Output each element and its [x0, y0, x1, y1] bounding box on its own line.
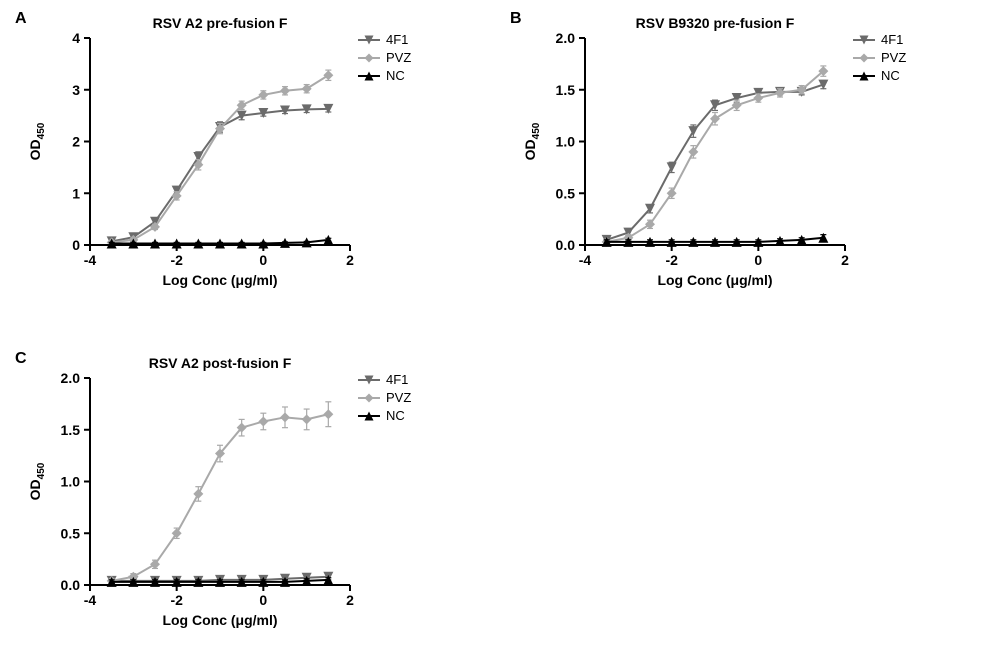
legend-label: NC — [881, 68, 900, 83]
chart-C: -4 -2 0 2 0.0 0.5 1.0 1.5 2.0 RSV A2 post-fusion … — [15, 350, 445, 635]
marker — [323, 70, 333, 80]
marker — [688, 126, 698, 136]
legend-item-4F1: 4F1 — [358, 32, 408, 47]
legend-label: NC — [386, 68, 405, 83]
legend-label: 4F1 — [881, 32, 903, 47]
legend: 4F1 PVZ NC — [853, 32, 906, 83]
marker — [818, 80, 828, 90]
marker — [280, 412, 290, 422]
panel-B: B -4 -2 0 2 0.0 0.5 1.0 1.5 2.0 RSV B9320 pre-fusi… — [510, 10, 940, 295]
panel-label: C — [15, 350, 27, 368]
x-tick-label: 0 — [259, 592, 267, 608]
series-line-PVZ — [112, 414, 329, 581]
marker — [860, 54, 869, 63]
panel-C: C -4 -2 0 2 0.0 0.5 1.0 1.5 2.0 RSV A2 post-fusion… — [15, 350, 445, 635]
chart-title: RSV A2 pre-fusion F — [153, 15, 288, 31]
marker — [280, 86, 290, 96]
legend-label: PVZ — [386, 50, 411, 65]
y-tick-label: 0.5 — [556, 185, 576, 201]
legend-item-PVZ: PVZ — [358, 50, 411, 65]
legend-label: NC — [386, 408, 405, 423]
marker — [302, 414, 312, 424]
marker — [710, 114, 720, 124]
legend-item-NC: NC — [853, 68, 900, 83]
y-tick-label: 2 — [72, 134, 80, 150]
x-tick-label: -2 — [170, 592, 183, 608]
x-tick-label: -2 — [665, 252, 678, 268]
svg-text:OD450: OD450 — [522, 122, 542, 160]
marker — [258, 416, 268, 426]
y-label: OD450 — [27, 122, 47, 160]
y-tick-label: 2.0 — [556, 30, 576, 46]
legend-item-NC: NC — [358, 68, 405, 83]
y-label: OD450 — [522, 122, 542, 160]
x-label: Log Conc (μg/ml) — [162, 612, 277, 628]
chart-title: RSV B9320 pre-fusion F — [636, 15, 795, 31]
y-tick-label: 2.0 — [61, 370, 81, 386]
marker — [732, 100, 742, 110]
y-tick-label: 0.5 — [61, 525, 81, 541]
legend-label: PVZ — [881, 50, 906, 65]
x-label: Log Conc (μg/ml) — [162, 272, 277, 288]
y-tick-label: 4 — [72, 30, 80, 46]
y-tick-label: 0.0 — [61, 577, 81, 593]
panel-label: A — [15, 10, 27, 28]
legend-item-PVZ: PVZ — [358, 390, 411, 405]
x-tick-label: 2 — [841, 252, 849, 268]
chart-B: -4 -2 0 2 0.0 0.5 1.0 1.5 2.0 RSV B9320 pre-fusio… — [510, 10, 940, 295]
marker — [193, 489, 203, 499]
y-label: OD450 — [27, 462, 47, 500]
y-tick-label: 1.0 — [556, 134, 576, 150]
svg-text:OD450: OD450 — [27, 462, 47, 500]
x-tick-label: 0 — [259, 252, 267, 268]
legend-label: 4F1 — [386, 32, 408, 47]
legend: 4F1 PVZ NC — [358, 372, 411, 423]
y-tick-label: 3 — [72, 82, 80, 98]
series-line-PVZ — [607, 71, 824, 242]
x-tick-label: 0 — [754, 252, 762, 268]
marker — [302, 84, 312, 94]
marker — [688, 147, 698, 157]
series-line-PVZ — [112, 75, 329, 242]
panel-A: A -4 -2 0 2 0 1 2 3 4 RSV A2 pre-fusion F Log Conc … — [15, 10, 445, 295]
legend-item-4F1: 4F1 — [358, 372, 408, 387]
marker — [365, 394, 374, 403]
chart-A: -4 -2 0 2 0 1 2 3 4 RSV A2 pre-fusion F Log Conc (… — [15, 10, 445, 295]
x-tick-label: -4 — [579, 252, 592, 268]
panel-label: B — [510, 10, 522, 28]
x-tick-label: -2 — [170, 252, 183, 268]
x-tick-label: 2 — [346, 252, 354, 268]
x-tick-label: 2 — [346, 592, 354, 608]
marker — [365, 54, 374, 63]
chart-title: RSV A2 post-fusion F — [149, 355, 292, 371]
legend-label: PVZ — [386, 390, 411, 405]
y-tick-label: 0 — [72, 237, 80, 253]
y-tick-label: 1.5 — [61, 422, 81, 438]
x-tick-label: -4 — [84, 592, 97, 608]
y-tick-label: 0.0 — [556, 237, 576, 253]
marker — [258, 90, 268, 100]
svg-text:OD450: OD450 — [27, 122, 47, 160]
x-tick-label: -4 — [84, 252, 97, 268]
marker — [667, 162, 677, 172]
y-tick-label: 1.5 — [556, 82, 576, 98]
legend-label: 4F1 — [386, 372, 408, 387]
legend-item-4F1: 4F1 — [853, 32, 903, 47]
y-tick-label: 1.0 — [61, 474, 81, 490]
legend-item-PVZ: PVZ — [853, 50, 906, 65]
legend-item-NC: NC — [358, 408, 405, 423]
marker — [323, 409, 333, 419]
legend: 4F1 PVZ NC — [358, 32, 411, 83]
y-tick-label: 1 — [72, 185, 80, 201]
x-label: Log Conc (μg/ml) — [657, 272, 772, 288]
